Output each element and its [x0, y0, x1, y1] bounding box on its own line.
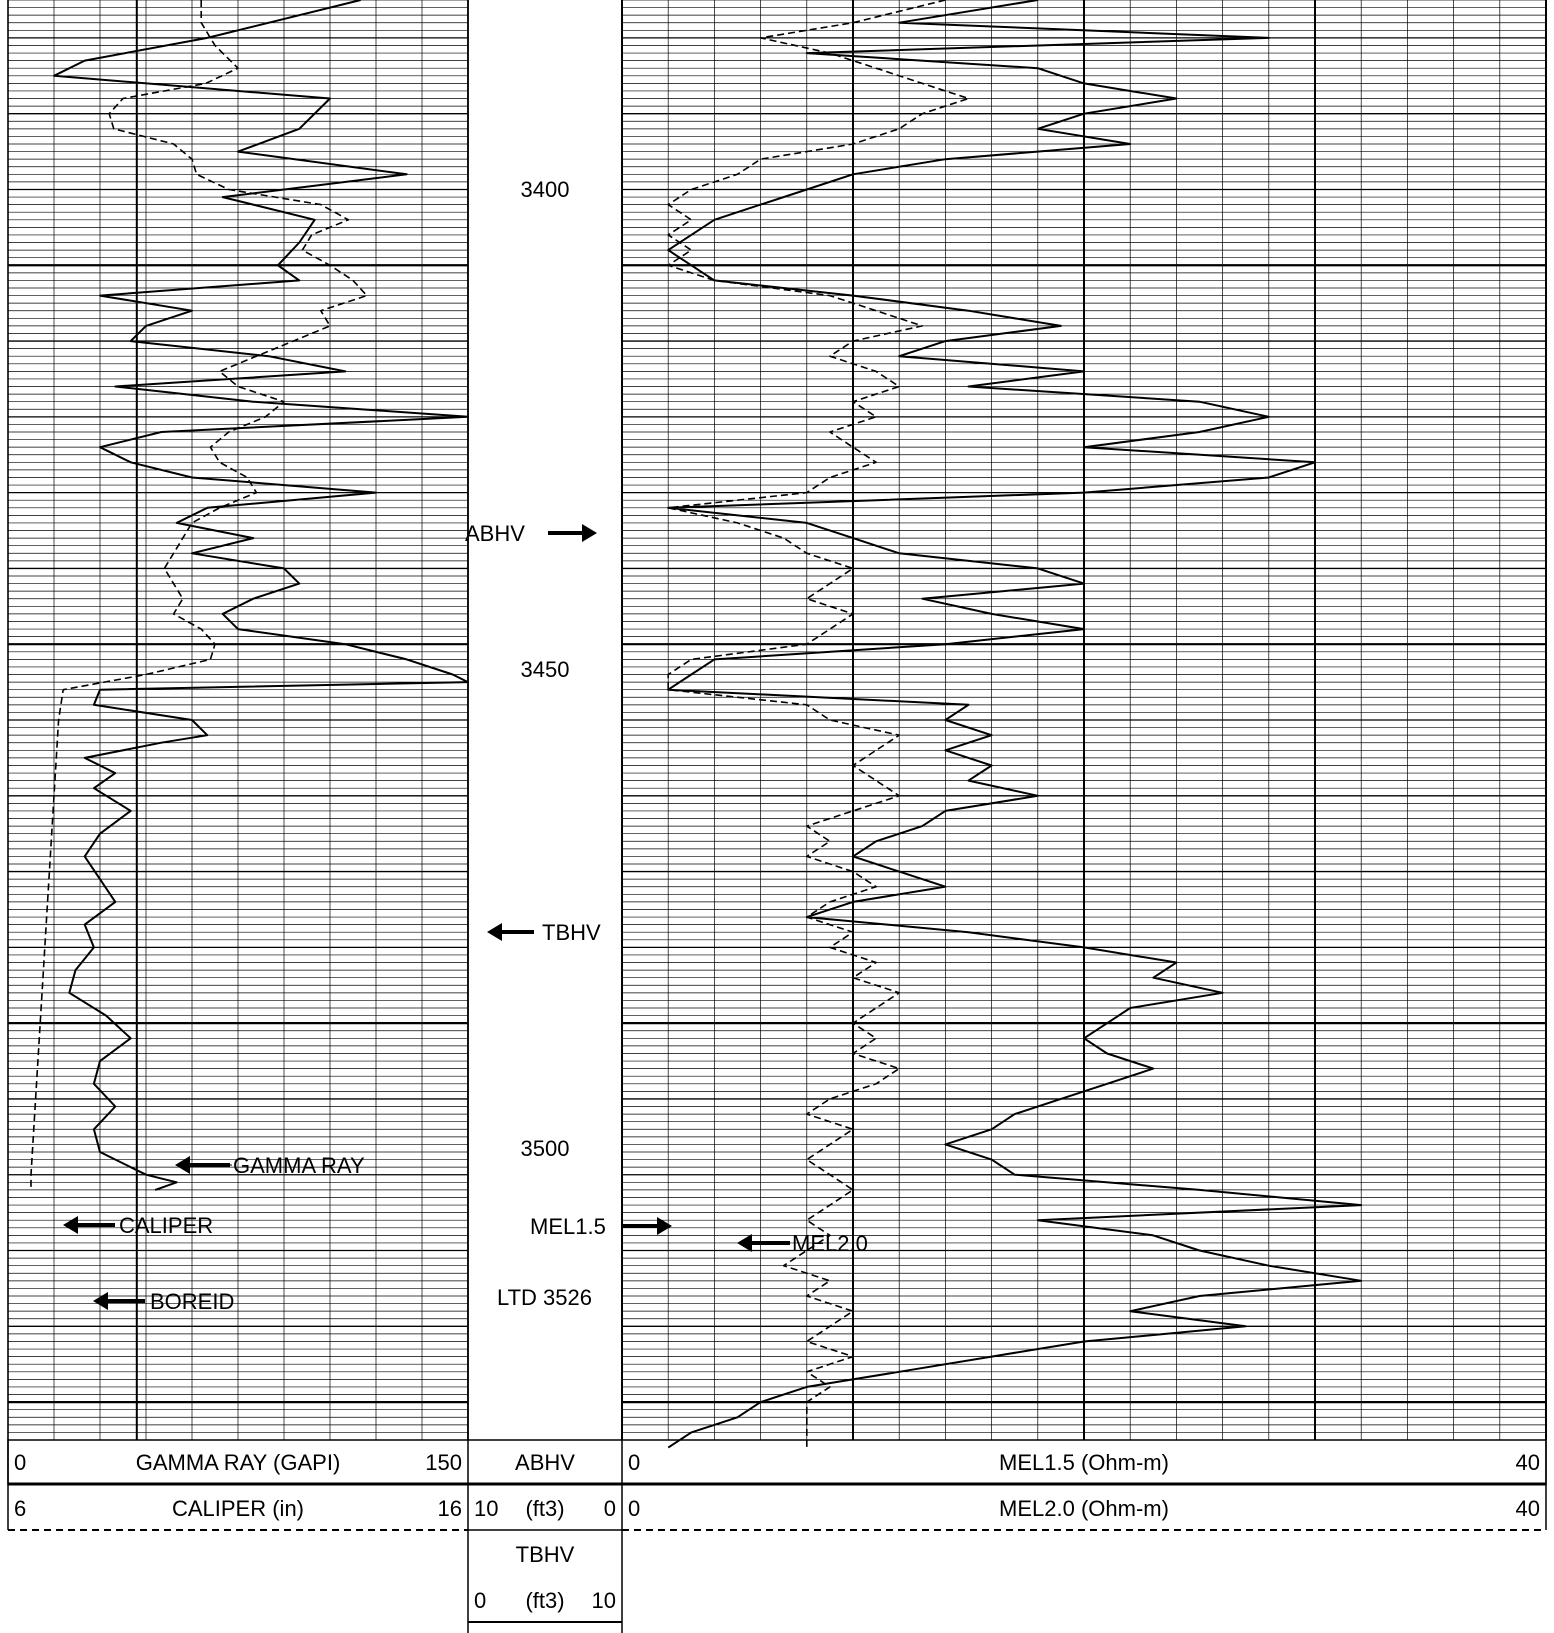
gamma-arrow-head [175, 1156, 190, 1174]
legend-gr-max: 150 [425, 1450, 462, 1475]
depth-label-3400: 3400 [521, 177, 570, 202]
caliper-annotation: CALIPER [119, 1213, 213, 1238]
abhv-arrow-head [582, 524, 597, 542]
curve-mel1-5 [667, 0, 1363, 1449]
legend-abhv-title: ABHV [515, 1450, 575, 1475]
depth-label-3450: 3450 [521, 657, 570, 682]
boreid-arrow-head [93, 1292, 108, 1310]
legend-gr-title: GAMMA RAY (GAPI) [136, 1450, 341, 1475]
boreid-annotation: BOREID [150, 1289, 234, 1314]
legend-mel15-max: 40 [1516, 1450, 1540, 1475]
tbhv-annotation: TBHV [542, 920, 601, 945]
curve-caliper [30, 0, 368, 1190]
legend-gr-min: 0 [14, 1450, 26, 1475]
legend-abhv-unit: (ft3) [525, 1496, 564, 1521]
grid-lines [7, 0, 1547, 1441]
ltd-annotation: LTD 3526 [497, 1285, 592, 1310]
caliper-arrow-head [63, 1216, 78, 1234]
legend-abhv-right: 0 [604, 1496, 616, 1521]
legend-tbhv-title: TBHV [516, 1542, 575, 1567]
gamma-ray-annotation: GAMMA RAY [233, 1153, 365, 1178]
legend-mel20-min: 0 [628, 1496, 640, 1521]
mel15-arrow-head [657, 1217, 672, 1235]
abhv-annotation: ABHV [465, 521, 525, 546]
curve-gamma-ray [53, 0, 469, 1191]
legend-mel20-title: MEL2.0 (Ohm-m) [999, 1496, 1169, 1521]
legend-mel20-max: 40 [1516, 1496, 1540, 1521]
legend-mel15-title: MEL1.5 (Ohm-m) [999, 1450, 1169, 1475]
legend-tbhv-unit: (ft3) [525, 1588, 564, 1613]
curves [30, 0, 1363, 1449]
legend-mel15-min: 0 [628, 1450, 640, 1475]
legend-tbhv-right: 10 [592, 1588, 616, 1613]
legend-cal-title: CALIPER (in) [172, 1496, 304, 1521]
legend-cal-min: 6 [14, 1496, 26, 1521]
legend-panel: 0 GAMMA RAY (GAPI) 150 6 CALIPER (in) 16… [7, 1439, 1547, 1633]
legend-cal-max: 16 [438, 1496, 462, 1521]
legend-abhv-left: 10 [474, 1496, 498, 1521]
curve-mel2-0 [667, 0, 970, 1448]
mel15-annotation: MEL1.5 [530, 1214, 606, 1239]
depth-label-3500: 3500 [521, 1136, 570, 1161]
tbhv-arrow-head [487, 923, 502, 941]
mel20-annotation: MEL2.0 [792, 1231, 868, 1256]
mel20-arrow-head [737, 1234, 752, 1252]
legend-tbhv-left: 0 [474, 1588, 486, 1613]
